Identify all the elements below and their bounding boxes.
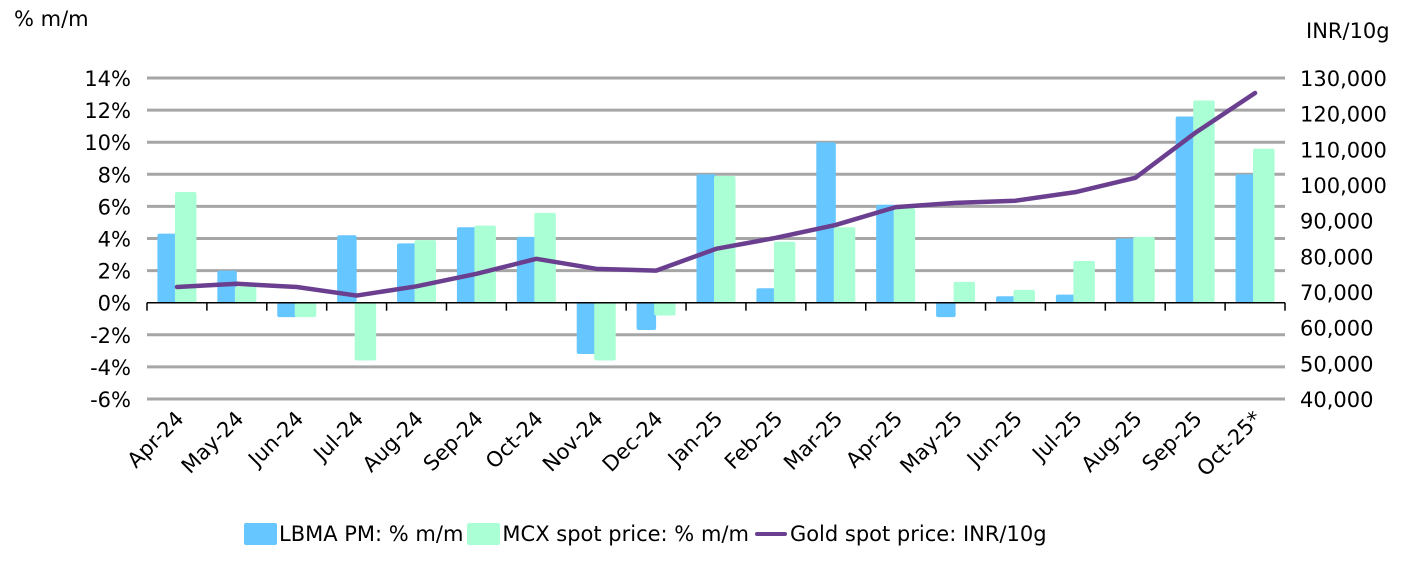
legend-swatch-gold-line xyxy=(754,532,787,536)
right-tick-label: 100,000 xyxy=(1300,174,1387,198)
right-axis-ticks: 130,000 120,000 110,000 100,000 90,000 80,000… xyxy=(1300,67,1387,412)
right-tick-label: 50,000 xyxy=(1300,352,1373,376)
left-tick-label: -6% xyxy=(90,388,131,412)
left-axis-unit-label: % m/m xyxy=(14,7,89,31)
bar-mcx xyxy=(893,208,916,303)
bar-mcx xyxy=(594,302,616,361)
bar-lbma xyxy=(756,288,776,303)
bar-lbma xyxy=(936,302,956,318)
left-tick-label: 14% xyxy=(84,67,131,91)
legend-label-lbma: LBMA PM: % m/m xyxy=(279,522,464,546)
left-tick-label: 10% xyxy=(84,131,131,155)
x-tick-label: Jan-25 xyxy=(662,407,728,473)
legend-item-mcx: MCX spot price: % m/m xyxy=(467,522,753,546)
right-tick-label: 40,000 xyxy=(1300,388,1373,412)
bar-lbma xyxy=(696,174,716,303)
right-tick-label: 110,000 xyxy=(1300,138,1387,162)
x-tick-label: Sep-24 xyxy=(419,407,488,476)
legend-item-gold: Gold spot price: INR/10g xyxy=(753,522,1051,546)
x-tick-label: Jun-25 xyxy=(961,407,1027,473)
bar-lbma xyxy=(157,233,177,303)
bar-lbma xyxy=(816,142,836,303)
x-tick-label: Aug-25 xyxy=(1077,407,1147,477)
bar-lbma xyxy=(876,204,896,303)
bar-lbma xyxy=(217,270,237,303)
bar-mcx xyxy=(1013,289,1035,303)
bars xyxy=(157,100,1275,361)
bar-lbma xyxy=(1115,238,1136,303)
bar-mcx xyxy=(294,302,317,318)
bar-lbma xyxy=(337,235,357,303)
x-tick-label: May-24 xyxy=(177,407,249,479)
bar-lbma xyxy=(995,296,1016,303)
x-tick-label: Mar-25 xyxy=(779,407,847,475)
bar-mcx xyxy=(1253,148,1275,303)
left-tick-label: 4% xyxy=(98,228,131,252)
legend-swatch-mcx xyxy=(467,523,501,545)
bar-mcx xyxy=(174,191,197,303)
x-tick-label: Feb-25 xyxy=(720,407,788,475)
bar-mcx xyxy=(714,175,736,303)
gold-price-line xyxy=(174,90,1258,298)
left-tick-label: 0% xyxy=(98,292,131,316)
x-tick-label: Nov-24 xyxy=(538,407,608,477)
gold-price-line-group xyxy=(174,90,1258,298)
right-tick-label: 120,000 xyxy=(1300,103,1387,127)
right-tick-label: 60,000 xyxy=(1300,317,1373,341)
bar-lbma xyxy=(397,243,417,303)
bar-lbma xyxy=(576,302,597,355)
right-tick-label: 70,000 xyxy=(1300,281,1373,305)
right-axis-unit-label: INR/10g xyxy=(1306,19,1390,43)
legend-item-lbma: LBMA PM: % m/m xyxy=(244,522,467,546)
left-axis-ticks: 14% 12% 10% 8% 6% 4% 2% 0% -2% -4% -6% xyxy=(84,67,131,412)
bar-mcx xyxy=(1073,260,1095,303)
bar-lbma xyxy=(636,302,657,330)
left-tick-label: 12% xyxy=(84,99,131,123)
right-tick-label: 90,000 xyxy=(1300,210,1373,234)
x-tick-label: Oct-25* xyxy=(1192,407,1266,481)
bar-lbma xyxy=(1175,116,1196,303)
left-tick-label: 8% xyxy=(98,163,131,187)
x-tick-label: May-25 xyxy=(895,407,967,479)
left-tick-label: 6% xyxy=(98,195,131,219)
left-tick-label: 2% xyxy=(98,260,131,284)
bar-mcx xyxy=(773,241,796,303)
bar-mcx xyxy=(354,302,377,361)
bar-lbma xyxy=(1055,294,1076,303)
bar-mcx xyxy=(474,225,496,303)
legend-swatch-lbma xyxy=(244,523,277,545)
legend: LBMA PM: % m/m MCX spot price: % m/m Gol… xyxy=(244,519,1051,549)
left-tick-label: -2% xyxy=(90,324,131,348)
bar-mcx xyxy=(1193,100,1215,303)
x-tick-label: Oct-24 xyxy=(481,407,548,474)
right-tick-label: 80,000 xyxy=(1300,245,1373,269)
bar-mcx xyxy=(414,240,437,303)
left-tick-label: -4% xyxy=(90,356,131,380)
legend-label-mcx: MCX spot price: % m/m xyxy=(502,522,749,546)
bar-mcx xyxy=(534,212,556,303)
bar-mcx xyxy=(953,281,976,303)
bar-mcx xyxy=(1133,236,1155,303)
bar-lbma xyxy=(1235,174,1256,303)
bar-lbma xyxy=(456,227,477,303)
bar-mcx xyxy=(833,227,856,303)
bar-mcx xyxy=(234,286,257,303)
bar-lbma xyxy=(277,302,297,318)
x-tick-label: Aug-24 xyxy=(358,407,428,477)
bar-mcx xyxy=(654,302,676,316)
right-tick-label: 130,000 xyxy=(1300,67,1387,91)
x-tick-label: Jun-24 xyxy=(242,407,308,473)
x-tick-label: Dec-24 xyxy=(598,407,668,477)
bar-lbma xyxy=(516,236,537,303)
x-axis xyxy=(146,301,1286,311)
legend-label-gold: Gold spot price: INR/10g xyxy=(789,522,1047,546)
